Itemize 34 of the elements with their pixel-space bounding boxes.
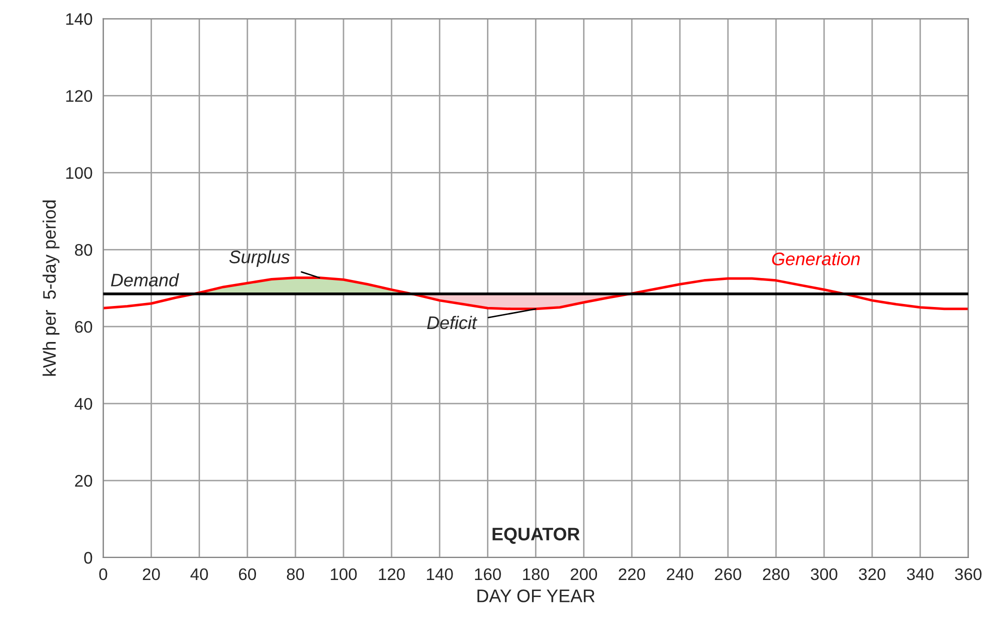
y-tick-label: 60 [75, 321, 92, 333]
x-tick-label: 320 [858, 568, 886, 580]
x-tick-label: 40 [190, 568, 208, 580]
y-axis-title: kWh per 5-day period [42, 200, 60, 376]
x-tick-label: 260 [714, 568, 742, 580]
x-tick-label: 280 [762, 568, 790, 580]
annotation: Surplus [229, 250, 290, 267]
x-tick-label: 160 [475, 568, 501, 580]
x-tick-label: 200 [570, 568, 598, 580]
y-tick-label: 40 [74, 398, 92, 410]
x-axis-title: DAY OF YEAR [477, 589, 595, 602]
x-tick-label: 80 [286, 568, 304, 580]
y-tick-label: 80 [74, 244, 92, 256]
x-tick-label: 0 [99, 568, 108, 580]
y-tick-label: 140 [66, 13, 92, 25]
annotation: Deficit [427, 316, 478, 330]
x-tick-label: 360 [954, 568, 982, 580]
x-tick-label: 120 [378, 568, 405, 580]
x-tick-label: 140 [426, 568, 453, 580]
x-tick-label: 180 [523, 568, 549, 580]
x-tick-label: 240 [666, 568, 694, 580]
series-label: Generation [772, 252, 860, 266]
y-tick-label: 0 [84, 552, 92, 564]
x-tick-label: 100 [330, 568, 357, 580]
x-tick-label: 60 [238, 568, 256, 580]
ref-line-label: Demand [110, 273, 180, 286]
y-tick-label: 100 [66, 167, 92, 179]
x-tick-label: 20 [142, 568, 160, 580]
text: EQUATOR [492, 528, 580, 544]
x-tick-label: 340 [906, 568, 934, 580]
x-tick-label: 300 [810, 568, 838, 580]
y-tick-label: 20 [75, 474, 92, 487]
x-tick-label: 220 [618, 568, 646, 580]
y-tick-label: 120 [66, 90, 92, 102]
